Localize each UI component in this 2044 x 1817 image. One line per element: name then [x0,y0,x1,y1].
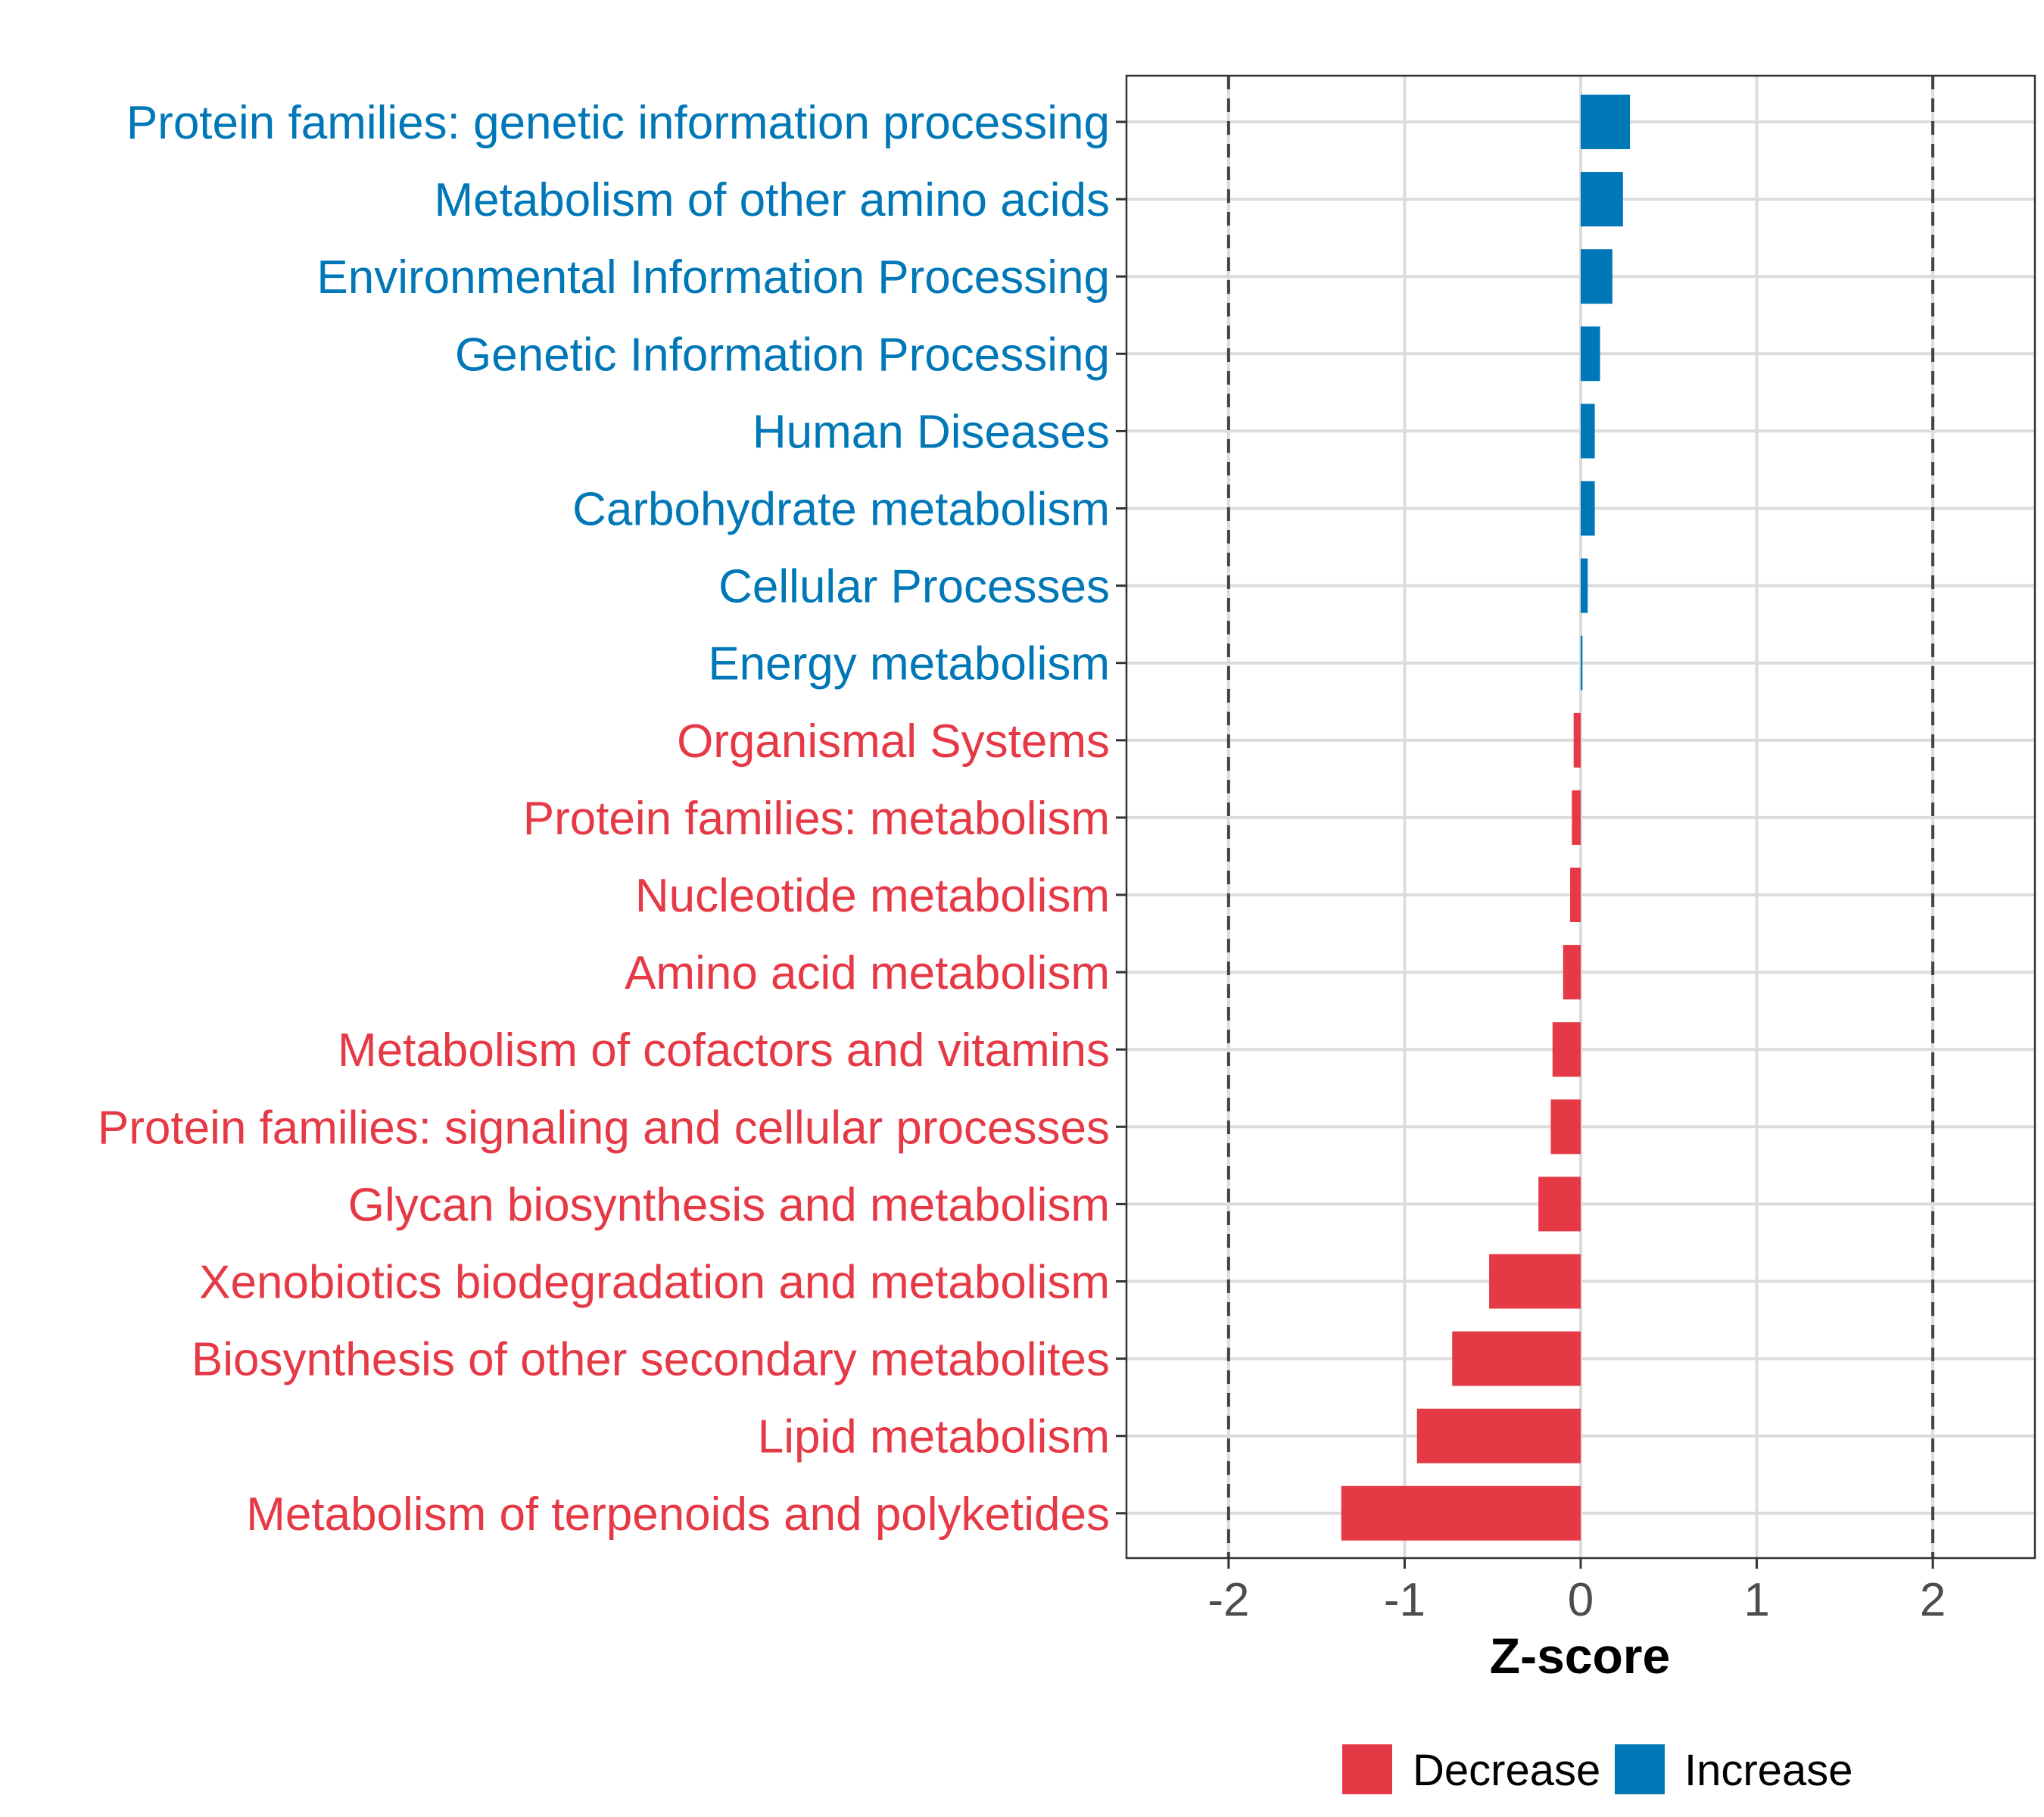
bar-6 [1581,481,1595,536]
bar-1 [1581,95,1631,149]
x-axis-title: Z-score [1490,1628,1670,1684]
legend: Decrease Increase [1342,1744,1852,1795]
bar-7 [1581,558,1588,613]
bar-17 [1452,1331,1581,1386]
category-label-13: Metabolism of cofactors and vitamins [338,1024,1110,1077]
x-tick-label-2: 0 [1568,1574,1594,1626]
bar-9 [1573,712,1581,768]
x-tick-label-3: 1 [1743,1574,1769,1626]
bar-15 [1538,1177,1581,1232]
x-tick-label-4: 2 [1920,1574,1946,1626]
category-label-12: Amino acid metabolism [625,947,1110,999]
bar-13 [1552,1022,1581,1077]
category-label-18: Lipid metabolism [758,1411,1110,1463]
category-label-7: Cellular Processes [718,561,1110,613]
bar-4 [1581,326,1600,382]
bar-10 [1572,790,1581,845]
bar-5 [1581,404,1595,459]
category-label-11: Nucleotide metabolism [635,870,1110,922]
bar-8 [1581,635,1583,690]
category-label-14: Protein families: signaling and cellular… [98,1102,1110,1154]
category-label-2: Metabolism of other amino acids [434,174,1110,226]
x-tick-label-0: -2 [1207,1574,1249,1626]
category-label-6: Carbohydrate metabolism [572,484,1110,536]
bar-18 [1416,1408,1581,1463]
category-label-16: Xenobiotics biodegradation and metabolis… [199,1257,1110,1309]
category-label-5: Human Diseases [752,406,1110,458]
x-axis-tick-labels: -2 -1 0 1 2 [1207,1574,1946,1626]
reference-lines [1226,76,1935,1558]
bar-3 [1581,249,1612,304]
legend-key-decrease [1342,1744,1392,1794]
category-label-8: Energy metabolism [708,638,1110,690]
bar-2 [1581,172,1623,227]
bar-14 [1550,1099,1581,1155]
bar-11 [1570,868,1581,922]
category-label-9: Organismal Systems [677,715,1110,768]
category-label-15: Glycan biosynthesis and metabolism [348,1179,1110,1231]
bar-19 [1341,1485,1581,1541]
category-label-10: Protein families: metabolism [523,793,1110,845]
legend-key-increase [1615,1744,1665,1794]
category-label-19: Metabolism of terpenoids and polyketides [246,1488,1110,1541]
bars [1341,95,1631,1541]
legend-label-decrease: Decrease [1413,1746,1600,1795]
category-label-17: Biosynthesis of other secondary metaboli… [192,1334,1110,1386]
x-tick-label-1: -1 [1384,1574,1426,1626]
legend-label-increase: Increase [1684,1746,1852,1795]
category-label-1: Protein families: genetic information pr… [126,97,1110,149]
category-label-4: Genetic Information Processing [455,329,1110,381]
x-axis-ticks [1227,1558,1934,1569]
category-label-3: Environmental Information Processing [316,251,1110,304]
bar-12 [1563,945,1581,1000]
y-axis-category-labels: Protein families: genetic information pr… [98,97,1110,1541]
bar-16 [1489,1254,1581,1309]
y-axis-ticks [1116,120,1126,1515]
